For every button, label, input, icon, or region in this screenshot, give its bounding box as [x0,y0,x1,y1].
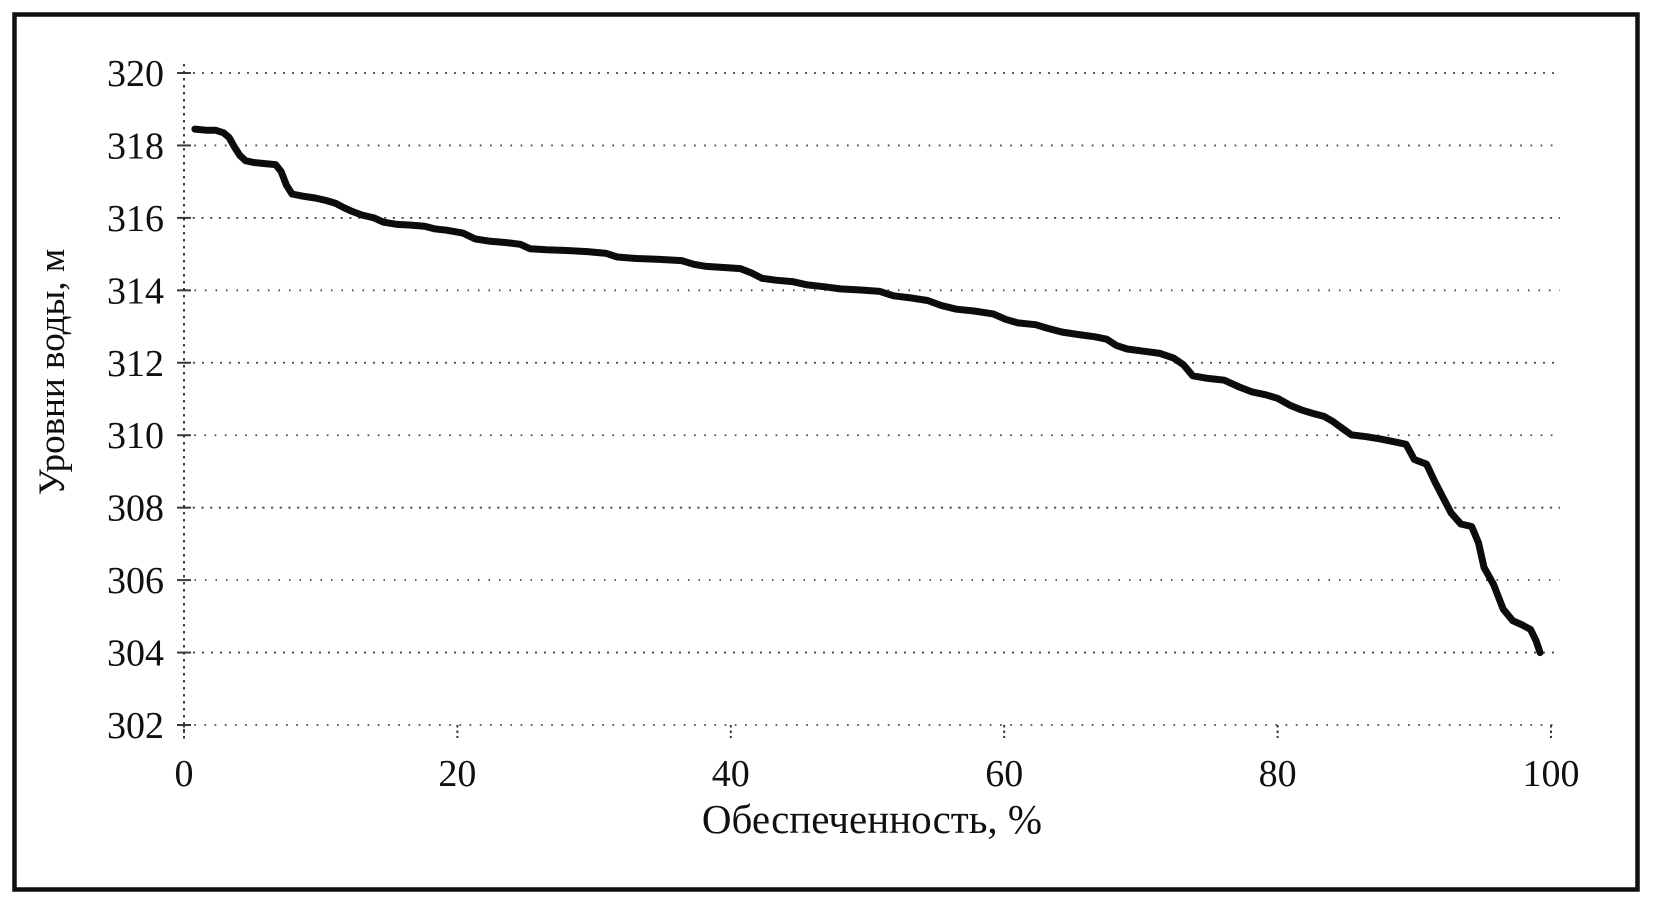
y-tick-label: 308 [107,488,164,530]
x-tick-label: 100 [1523,753,1580,795]
x-axis-title: Обеспеченность, % [702,796,1042,842]
y-tick-label: 316 [107,198,164,240]
y-tick-label: 304 [107,633,164,675]
tick-label-layer: 320 318 316 314 312 310 308 306 304 302 0 20 40 60 80 1… [107,53,1580,795]
x-tick-label: 80 [1259,753,1297,795]
x-tick-label: 0 [175,753,194,795]
y-tick-label: 320 [107,53,164,95]
x-tick-label: 20 [438,753,476,795]
y-tick-label: 312 [107,343,164,385]
gridline-layer [177,64,1560,743]
y-tick-label: 318 [107,125,164,167]
y-tick-label: 302 [107,705,164,747]
figure-border [12,12,1640,892]
water-level-curve [191,125,1544,657]
y-tick-label: 306 [107,560,164,602]
x-tick-label: 60 [985,753,1023,795]
x-tick-label: 40 [712,753,750,795]
y-tick-label: 314 [107,270,164,312]
y-tick-label: 310 [107,415,164,457]
y-axis-title: Уровни воды, м [32,249,73,496]
